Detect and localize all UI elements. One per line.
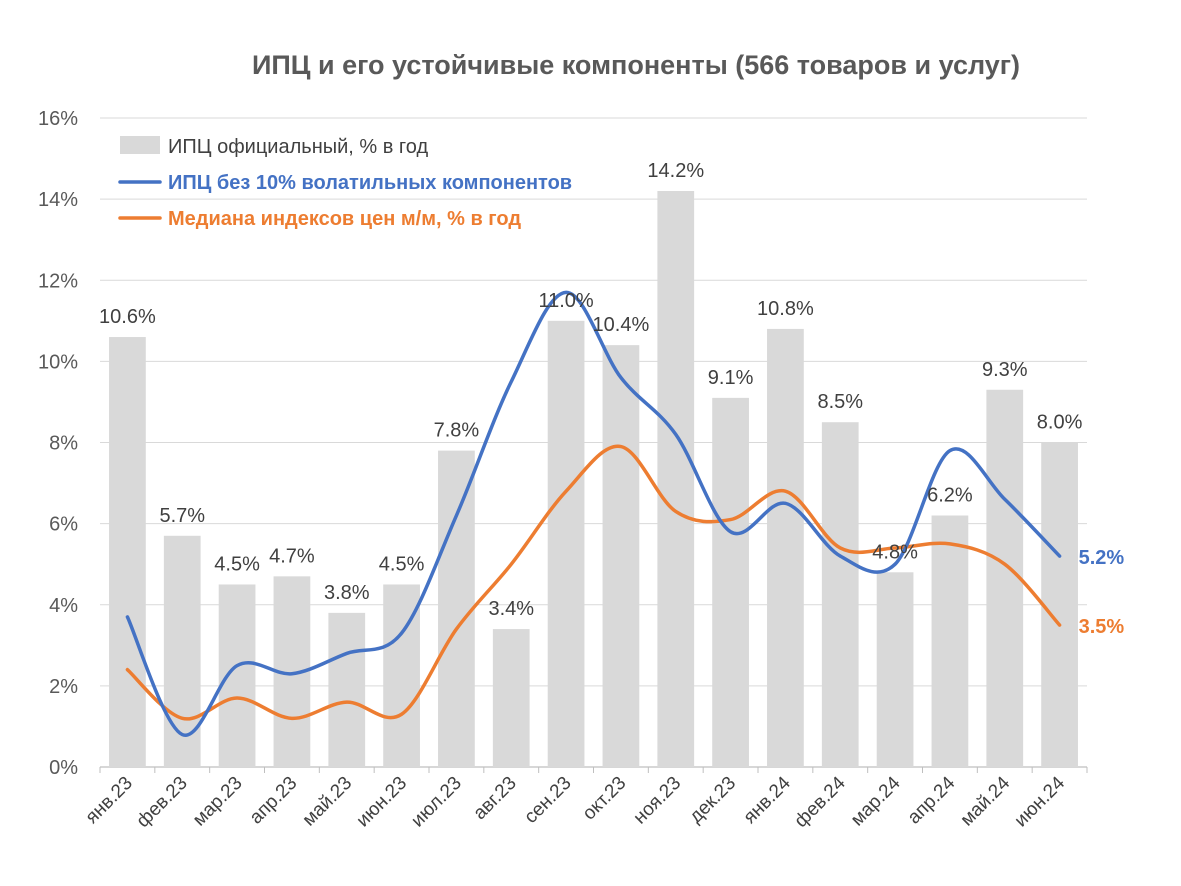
bar-data-label: 14.2%	[647, 160, 704, 182]
x-tick-label: июл.23	[407, 773, 466, 832]
legend-label-cpi-core: ИПЦ без 10% волатильных компонентов	[168, 172, 572, 194]
bar-data-label: 5.7%	[159, 505, 205, 527]
line-end-label: 3.5%	[1079, 616, 1125, 638]
x-tick-label: июн.23	[353, 773, 412, 832]
x-tick-label: май.24	[957, 772, 1015, 830]
bar	[218, 584, 256, 767]
bar	[328, 612, 366, 767]
bar	[547, 320, 585, 767]
x-tick-label: авг.23	[469, 773, 520, 824]
bar-data-label: 11.0%	[538, 290, 593, 312]
x-tick-label: янв.24	[740, 772, 796, 828]
chart-title: ИПЦ и его устойчивые компоненты (566 тов…	[252, 50, 1020, 80]
y-tick-label: 10%	[38, 351, 78, 373]
line-end-label: 5.2%	[1079, 547, 1125, 569]
y-tick-label: 2%	[49, 676, 78, 698]
y-tick-label: 6%	[49, 514, 78, 536]
bar-data-label: 8.0%	[1037, 412, 1083, 434]
series-line	[125, 290, 1062, 737]
y-tick-label: 14%	[38, 189, 78, 211]
x-tick-label: ноя.23	[630, 773, 686, 829]
x-tick-label: апр.23	[246, 773, 302, 829]
bar-data-label: 9.1%	[708, 367, 754, 389]
bar-data-label: 10.4%	[593, 314, 650, 336]
line-series	[125, 290, 1062, 737]
y-tick-label: 8%	[49, 433, 78, 455]
bar-data-label: 4.8%	[872, 541, 918, 563]
bar	[438, 450, 475, 767]
x-tick-label: май.23	[299, 773, 357, 831]
bar-data-label: 3.4%	[488, 598, 534, 620]
bar	[492, 629, 530, 767]
x-tick-label: сен.23	[520, 773, 575, 828]
legend: ИПЦ официальный, % в год ИПЦ без 10% вол…	[118, 136, 572, 230]
data-labels: 10.6%5.7%4.5% 4.7%3.8%4.5%7.8%3.4%11.0%10…	[99, 160, 1124, 638]
bar	[602, 345, 640, 767]
x-tick-label: апр.24	[904, 772, 960, 828]
bar	[163, 535, 201, 767]
bar	[712, 397, 749, 767]
grid: 0% 2% 4% 6% 8% 10% 12% 14% 16%	[38, 108, 1087, 779]
x-tick-label: окт.23	[579, 773, 631, 825]
bar	[986, 389, 1024, 767]
bar-data-label: 10.6%	[99, 306, 156, 328]
bar-data-label: 7.8%	[434, 420, 480, 442]
bar-data-label: 9.3%	[982, 359, 1028, 381]
bar-data-label: 3.8%	[324, 582, 370, 604]
y-tick-label: 16%	[38, 108, 78, 130]
legend-swatch-cpi-official	[120, 136, 160, 154]
legend-label-cpi-official: ИПЦ официальный, % в год	[168, 136, 428, 158]
y-tick-label: 0%	[49, 757, 78, 779]
series-line	[125, 444, 1062, 721]
bar	[821, 422, 859, 767]
bar	[767, 328, 804, 767]
y-tick-label: 12%	[38, 270, 78, 292]
bar-data-label: 6.2%	[927, 485, 973, 507]
x-tick-label: дек.23	[685, 773, 740, 828]
bar	[931, 515, 969, 767]
bar	[876, 572, 914, 767]
bar-data-label: 4.5%	[214, 553, 260, 575]
x-tick-label: фев.23	[133, 773, 192, 832]
bar-data-label: 4.5%	[379, 553, 425, 575]
x-tick-label: мар.24	[847, 772, 905, 830]
bar-data-label: 4.7%	[269, 545, 315, 567]
x-tick-label: фев.24	[791, 772, 850, 831]
legend-label-median: Медиана индексов цен м/м, % в год	[168, 208, 521, 230]
bar	[109, 337, 146, 767]
x-tick-label: мар.23	[189, 773, 247, 831]
y-tick-label: 4%	[49, 595, 78, 617]
x-tick-label: янв.23	[82, 773, 137, 828]
bar-data-label: 10.8%	[757, 298, 814, 320]
bar-data-label: 8.5%	[817, 391, 863, 413]
bar	[1041, 442, 1078, 767]
bar	[657, 191, 695, 767]
x-tick-label: июн.24	[1011, 772, 1070, 831]
